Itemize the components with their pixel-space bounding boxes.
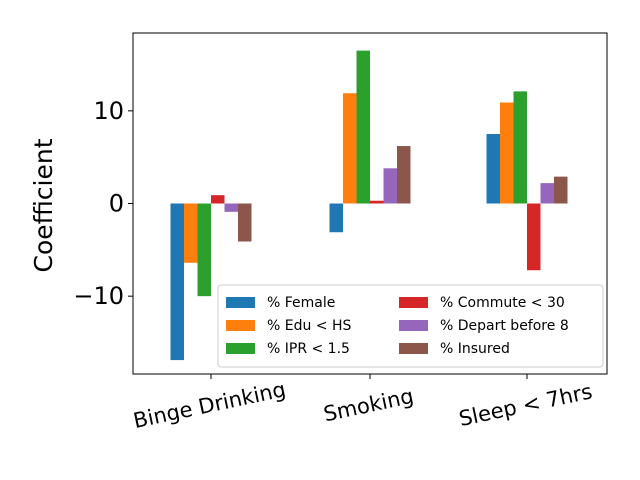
- bar-4-3: [527, 203, 541, 271]
- legend-label: % Edu < HS: [267, 318, 352, 334]
- bar-6-2: [397, 146, 411, 204]
- x-tick-label: Sleep < 7hrs: [457, 379, 595, 431]
- legend-swatch: [399, 343, 428, 354]
- legend-label: % Commute < 30: [440, 295, 565, 311]
- bar-6-1: [238, 203, 252, 242]
- bar-5-3: [540, 183, 554, 204]
- bar-6-3: [554, 176, 568, 204]
- legend-swatch: [226, 343, 255, 354]
- bar-1-3: [486, 134, 500, 204]
- legend-label: % IPR < 1.5: [267, 341, 350, 357]
- legend-label: % Insured: [440, 341, 510, 357]
- legend-swatch: [399, 320, 428, 331]
- y-axis-label: Coefficient: [29, 138, 58, 272]
- legend-label: % Female: [267, 295, 335, 311]
- legend-swatch: [226, 297, 255, 308]
- bar-3-2: [356, 50, 370, 204]
- bar-4-2: [370, 200, 384, 204]
- x-tick-label: Binge Drinking: [131, 377, 288, 433]
- legend-swatch: [399, 297, 428, 308]
- y-tick-label: −10: [73, 282, 124, 310]
- bar-5-1: [224, 203, 238, 212]
- bar-1-2: [329, 203, 343, 233]
- legend: % Female % Edu < HS % IPR < 1.5 % Commute <…: [217, 284, 604, 368]
- bar-1-1: [170, 203, 184, 361]
- bar-4-1: [211, 195, 225, 204]
- y-tick-label: 0: [109, 190, 124, 218]
- bar-3-3: [513, 91, 527, 204]
- bar-2-2: [343, 93, 357, 204]
- legend-label: % Depart before 8: [440, 318, 569, 334]
- bar-3-1: [197, 203, 211, 297]
- bar-2-3: [500, 102, 514, 204]
- bar-2-1: [184, 203, 198, 263]
- bar-5-2: [383, 168, 397, 204]
- y-tick-label: 10: [93, 97, 124, 125]
- bars-layer: [170, 50, 568, 361]
- legend-swatch: [226, 320, 255, 331]
- x-tick-label: Smoking: [321, 384, 415, 426]
